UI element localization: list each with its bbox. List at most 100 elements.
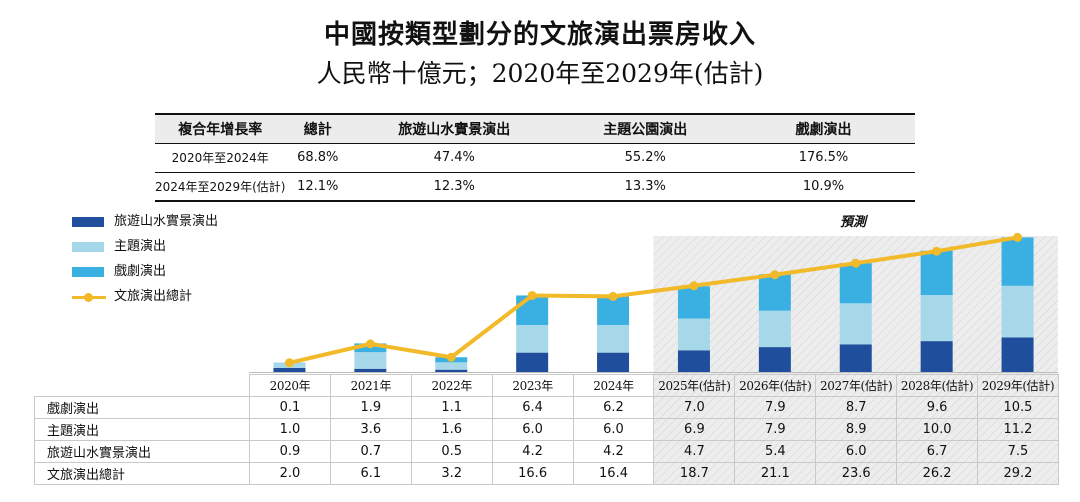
cagr-landscape-value: 12.3% (350, 172, 559, 202)
row-label: 主題演出 (34, 418, 250, 441)
data-table: 2020年 2021年 2022年 2023年 2024年 2025年(估計) 2026年(… (34, 374, 1059, 485)
table-row: 戲劇演出 0.1 1.9 1.1 6.4 6.2 7.0 7.9 8.7 9.6 10.5 (34, 396, 1059, 419)
bar-segment-drama (677, 286, 710, 319)
data-value: 18.7 (653, 462, 736, 485)
x-tick-label: 2024年 (572, 374, 655, 397)
total-point (851, 258, 861, 268)
table-corner (34, 374, 250, 397)
bar-segment-landscape (597, 352, 630, 372)
data-value: 7.5 (977, 440, 1059, 463)
legend-label: 戲劇演出 (114, 264, 167, 279)
bar-segment-theme (839, 303, 872, 345)
total-point (932, 246, 942, 256)
legend-label: 旅遊山水實景演出 (114, 214, 219, 229)
bar-segment-drama (758, 274, 791, 311)
data-value: 7.0 (653, 396, 736, 419)
bar-segment-theme (516, 324, 549, 353)
data-value: 0.5 (410, 440, 493, 463)
cagr-table: 複合年增長率 總計 旅遊山水實景演出 主題公園演出 戲劇演出 2020年至202… (155, 113, 915, 202)
data-value: 4.2 (491, 440, 574, 463)
x-tick-label: 2028年(估計) (896, 374, 979, 397)
cagr-drama-value: 10.9% (732, 172, 915, 202)
data-value: 3.6 (329, 418, 412, 441)
x-tick-label: 2026年(估計) (734, 374, 817, 397)
bar-segment-drama (516, 295, 549, 325)
data-value: 6.2 (572, 396, 655, 419)
data-value: 11.2 (977, 418, 1059, 441)
data-value: 7.9 (734, 418, 817, 441)
data-value: 8.7 (815, 396, 898, 419)
data-value: 26.2 (896, 462, 979, 485)
data-value: 29.2 (977, 462, 1059, 485)
bar-segment-landscape (1001, 337, 1034, 372)
bar-segment-theme (597, 324, 630, 353)
chart-subtitle: 人民幣十億元；2020年至2029年(估計) (316, 59, 764, 88)
bar-segment-landscape (516, 352, 549, 372)
cagr-period: 2020年至2024年 (155, 143, 286, 173)
cagr-period: 2024年至2029年(估計) (155, 172, 286, 202)
legend-label: 主題演出 (114, 239, 167, 254)
data-value: 0.9 (249, 440, 331, 463)
cagr-header-drama: 戲劇演出 (732, 113, 915, 144)
table-row: 旅遊山水實景演出 0.9 0.7 0.5 4.2 4.2 4.7 5.4 6.0 6.7 7.5 (34, 440, 1059, 463)
data-value: 21.1 (734, 462, 817, 485)
bar-segment-drama (920, 250, 953, 296)
row-label: 旅遊山水實景演出 (34, 440, 250, 463)
bar-segment-drama (1001, 237, 1034, 286)
total-point (770, 270, 780, 280)
data-value: 6.1 (329, 462, 412, 485)
cagr-header-label: 複合年增長率 (155, 113, 286, 144)
data-value: 0.7 (329, 440, 412, 463)
x-tick-label: 2023年 (491, 374, 574, 397)
data-value: 1.6 (410, 418, 493, 441)
legend-label: 文旅演出總計 (114, 289, 193, 304)
cagr-total-value: 68.8% (285, 143, 351, 173)
bar-segment-theme (354, 352, 387, 369)
data-value: 10.0 (896, 418, 979, 441)
cagr-header-theme: 主題公園演出 (558, 113, 733, 144)
total-point (365, 339, 375, 349)
data-value: 6.0 (815, 440, 898, 463)
legend-item-landscape: 旅遊山水實景演出 (72, 212, 218, 237)
total-point (446, 352, 456, 362)
total-point (1013, 232, 1023, 242)
data-value: 1.1 (410, 396, 493, 419)
data-value: 1.0 (249, 418, 331, 441)
cagr-header-landscape: 旅遊山水實景演出 (350, 113, 559, 144)
x-tick-label: 2020年 (249, 374, 331, 397)
x-tick-label: 2021年 (329, 374, 412, 397)
cagr-total-value: 12.1% (285, 172, 351, 202)
data-value: 6.7 (896, 440, 979, 463)
bar-segment-drama (597, 296, 630, 325)
data-value: 5.4 (734, 440, 817, 463)
chart-title: 中國按類型劃分的文旅演出票房收入 (323, 20, 756, 50)
bar-segment-landscape (920, 341, 953, 372)
data-value: 23.6 (815, 462, 898, 485)
x-tick-label: 2025年(估計) (653, 374, 736, 397)
data-value: 6.4 (491, 396, 574, 419)
data-value: 16.4 (572, 462, 655, 485)
data-value: 9.6 (896, 396, 979, 419)
cagr-theme-value: 55.2% (558, 143, 733, 173)
cagr-drama-value: 176.5% (732, 143, 915, 173)
total-point (527, 290, 537, 300)
bar-segment-drama (839, 263, 872, 304)
data-value: 6.0 (572, 418, 655, 441)
bar-segment-theme (920, 295, 953, 342)
legend-swatch-drama (72, 267, 104, 277)
legend-swatch-landscape (72, 217, 104, 227)
x-tick-label: 2027年(估計) (815, 374, 898, 397)
bar-segment-landscape (839, 344, 872, 372)
bar-segment-landscape (435, 369, 468, 372)
x-tick-label: 2022年 (410, 374, 493, 397)
cagr-theme-value: 13.3% (558, 172, 733, 202)
forecast-label: 預測 (840, 215, 867, 230)
data-value: 2.0 (249, 462, 331, 485)
total-point (689, 281, 699, 291)
data-value: 4.2 (572, 440, 655, 463)
table-row: 主題演出 1.0 3.6 1.6 6.0 6.0 6.9 7.9 8.9 10.0 11.2 (34, 418, 1059, 441)
legend-item-theme: 主題演出 (72, 237, 218, 262)
legend-item-total: 文旅演出總計 (72, 287, 218, 312)
data-value: 6.9 (653, 418, 736, 441)
cagr-header-total: 總計 (285, 113, 351, 144)
